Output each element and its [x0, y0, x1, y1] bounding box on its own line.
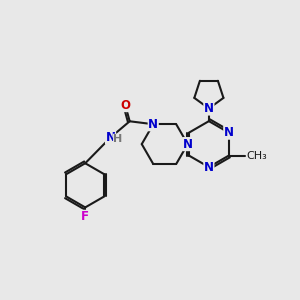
Text: F: F	[81, 210, 89, 223]
Text: CH₃: CH₃	[246, 151, 267, 160]
Text: N: N	[148, 118, 158, 131]
Text: N: N	[204, 160, 214, 174]
Text: N: N	[106, 131, 116, 144]
Text: O: O	[120, 99, 130, 112]
Text: H: H	[113, 134, 122, 144]
Text: N: N	[224, 126, 234, 139]
Text: N: N	[204, 102, 214, 115]
Text: N: N	[183, 138, 193, 151]
